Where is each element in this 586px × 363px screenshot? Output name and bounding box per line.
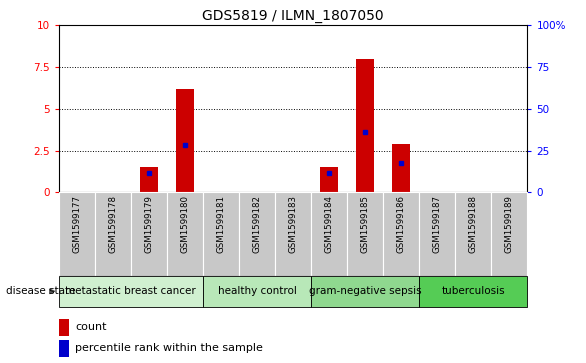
Bar <box>275 192 311 276</box>
Bar <box>139 167 158 192</box>
Text: GSM1599183: GSM1599183 <box>288 195 298 253</box>
Text: GSM1599188: GSM1599188 <box>469 195 478 253</box>
Bar <box>59 319 69 336</box>
Bar <box>59 192 95 276</box>
Title: GDS5819 / ILMN_1807050: GDS5819 / ILMN_1807050 <box>202 9 384 23</box>
Bar <box>356 59 374 192</box>
Bar <box>419 276 527 307</box>
Bar <box>311 276 419 307</box>
Bar <box>203 276 311 307</box>
Text: count: count <box>75 322 107 332</box>
Bar <box>419 192 455 276</box>
Text: metastatic breast cancer: metastatic breast cancer <box>66 286 196 296</box>
Bar <box>311 192 347 276</box>
Text: GSM1599179: GSM1599179 <box>144 195 154 253</box>
Text: GSM1599184: GSM1599184 <box>325 195 333 253</box>
Bar <box>131 192 167 276</box>
Bar <box>59 276 203 307</box>
Bar <box>383 192 419 276</box>
Text: GSM1599178: GSM1599178 <box>108 195 117 253</box>
Text: GSM1599189: GSM1599189 <box>505 195 514 253</box>
Text: percentile rank within the sample: percentile rank within the sample <box>75 343 263 353</box>
Bar <box>59 340 69 357</box>
Text: GSM1599185: GSM1599185 <box>360 195 370 253</box>
Text: gram-negative sepsis: gram-negative sepsis <box>309 286 421 296</box>
Bar <box>320 167 338 192</box>
Text: GSM1599182: GSM1599182 <box>253 195 261 253</box>
Text: GSM1599181: GSM1599181 <box>216 195 226 253</box>
Bar <box>455 192 491 276</box>
Bar <box>491 192 527 276</box>
Text: healthy control: healthy control <box>217 286 297 296</box>
Text: tuberculosis: tuberculosis <box>441 286 505 296</box>
Bar <box>167 192 203 276</box>
Text: disease state: disease state <box>6 286 76 296</box>
Text: GSM1599180: GSM1599180 <box>180 195 189 253</box>
Bar <box>347 192 383 276</box>
Bar <box>95 192 131 276</box>
Bar <box>392 144 410 192</box>
Bar <box>176 89 194 192</box>
Text: GSM1599186: GSM1599186 <box>397 195 406 253</box>
Bar <box>203 192 239 276</box>
Bar <box>239 192 275 276</box>
Text: GSM1599177: GSM1599177 <box>72 195 81 253</box>
Text: GSM1599187: GSM1599187 <box>432 195 442 253</box>
